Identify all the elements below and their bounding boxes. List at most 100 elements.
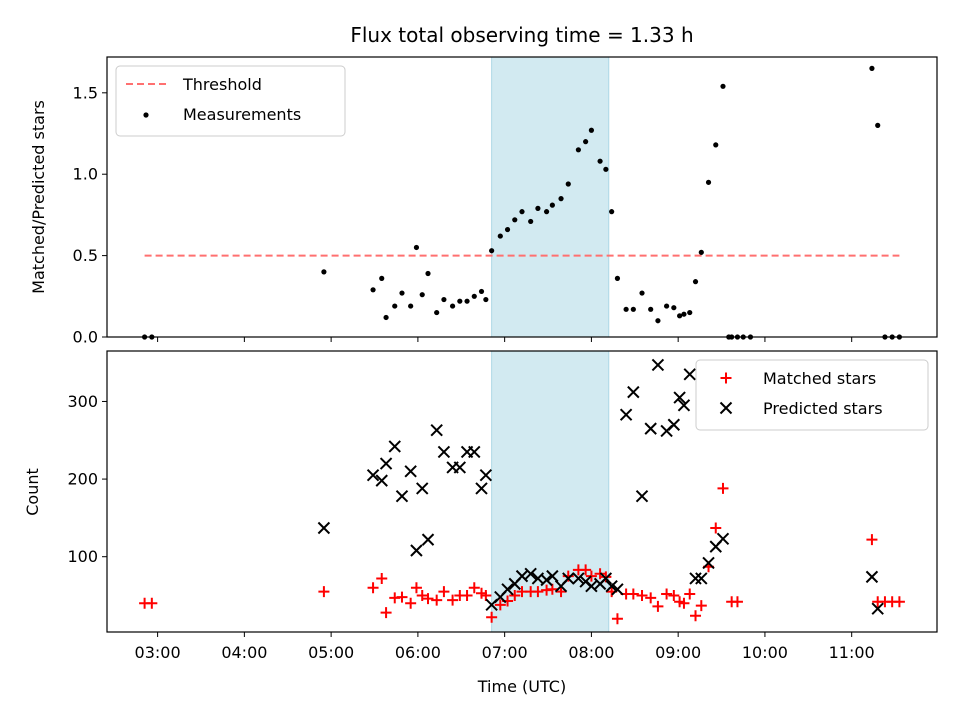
data-point	[731, 596, 743, 608]
data-point	[543, 209, 550, 215]
series-measurements	[141, 65, 903, 340]
data-point	[555, 586, 567, 598]
data-point	[605, 579, 618, 593]
data-point	[317, 521, 331, 535]
legend: Matched stars Predicted stars	[695, 359, 929, 431]
data-point	[627, 385, 640, 399]
data-point	[504, 226, 511, 233]
data-point	[609, 209, 615, 215]
data-point	[583, 139, 589, 145]
legend-marker	[720, 372, 732, 384]
data-point	[651, 358, 665, 372]
data-point	[692, 279, 699, 285]
data-point	[597, 158, 603, 164]
data-point	[549, 202, 555, 208]
data-point	[395, 489, 409, 503]
x-tick-label: 04:00	[221, 643, 267, 662]
data-point	[410, 582, 422, 594]
legend-box	[115, 65, 346, 137]
data-point	[431, 594, 443, 606]
data-point	[580, 564, 592, 576]
data-point	[687, 309, 693, 316]
x-tick-label: 03:00	[135, 643, 181, 662]
legend: Threshold Measurements	[115, 65, 346, 137]
data-point	[532, 586, 544, 598]
data-point	[416, 482, 429, 495]
data-point	[388, 440, 401, 453]
data-point	[667, 418, 681, 431]
data-point	[671, 305, 677, 311]
data-point	[585, 570, 597, 582]
data-point	[695, 572, 708, 585]
data-point	[479, 468, 493, 482]
data-point	[434, 309, 440, 316]
legend-label: Threshold	[182, 75, 262, 94]
bottom-panel: 100 200 300 03:00 04:00 05:00 06:00 07:00 08:00 0…	[67, 350, 938, 662]
data-point	[483, 296, 489, 303]
data-point	[379, 275, 385, 281]
data-point	[690, 610, 702, 622]
data-point	[717, 482, 729, 494]
data-point	[528, 218, 534, 225]
data-point	[652, 600, 664, 612]
data-point	[421, 533, 435, 546]
data-point	[603, 166, 609, 172]
data-point	[681, 311, 687, 317]
x-tick-label: 10:00	[742, 643, 788, 662]
data-point	[515, 569, 529, 583]
data-point	[683, 368, 696, 381]
legend-box	[695, 359, 929, 431]
data-point	[524, 567, 537, 580]
data-point	[468, 582, 480, 594]
data-point	[366, 468, 380, 482]
plot-frame	[106, 56, 938, 338]
data-point	[519, 209, 525, 215]
data-point	[661, 588, 673, 600]
data-point	[438, 586, 450, 598]
data-point	[713, 142, 719, 148]
data-point	[865, 570, 879, 584]
data-point	[480, 590, 492, 602]
chart-title: Flux total observing time = 1.33 h	[350, 23, 693, 47]
data-point	[635, 489, 649, 503]
y-tick-label: 1.5	[73, 83, 98, 102]
data-point	[648, 306, 654, 312]
data-point	[611, 613, 623, 625]
legend-marker	[719, 401, 733, 415]
data-point	[425, 270, 431, 277]
legend-label: Predicted stars	[763, 399, 883, 418]
data-point	[405, 597, 417, 609]
data-point	[367, 582, 379, 594]
data-point	[509, 590, 521, 602]
data-point	[869, 65, 875, 71]
data-point	[497, 233, 503, 239]
plot-frame	[106, 350, 938, 633]
data-point	[447, 594, 459, 606]
data-point	[475, 482, 488, 495]
data-point	[645, 592, 657, 604]
data-point	[546, 569, 559, 583]
data-point	[655, 318, 661, 324]
data-point	[562, 572, 575, 585]
top-panel: 0.0 0.5 1.0 1.5 Threshold Measurements	[73, 56, 938, 347]
data-point	[716, 532, 730, 546]
data-point	[449, 303, 456, 309]
data-point	[478, 288, 485, 295]
data-point	[396, 591, 408, 603]
data-point	[677, 313, 683, 319]
data-point	[416, 590, 428, 602]
data-point	[501, 583, 514, 596]
data-point	[410, 544, 423, 557]
x-tick-label: 07:00	[482, 643, 528, 662]
x-tick-label: 09:00	[655, 643, 701, 662]
series-matched-stars	[139, 482, 905, 625]
y-tick-label: 200	[67, 470, 98, 489]
data-point	[600, 571, 612, 583]
data-point	[422, 593, 434, 605]
data-point	[437, 445, 451, 459]
data-point	[668, 590, 680, 602]
data-point	[471, 293, 477, 299]
data-point	[585, 579, 598, 593]
data-point	[875, 122, 881, 128]
data-point	[644, 422, 657, 435]
